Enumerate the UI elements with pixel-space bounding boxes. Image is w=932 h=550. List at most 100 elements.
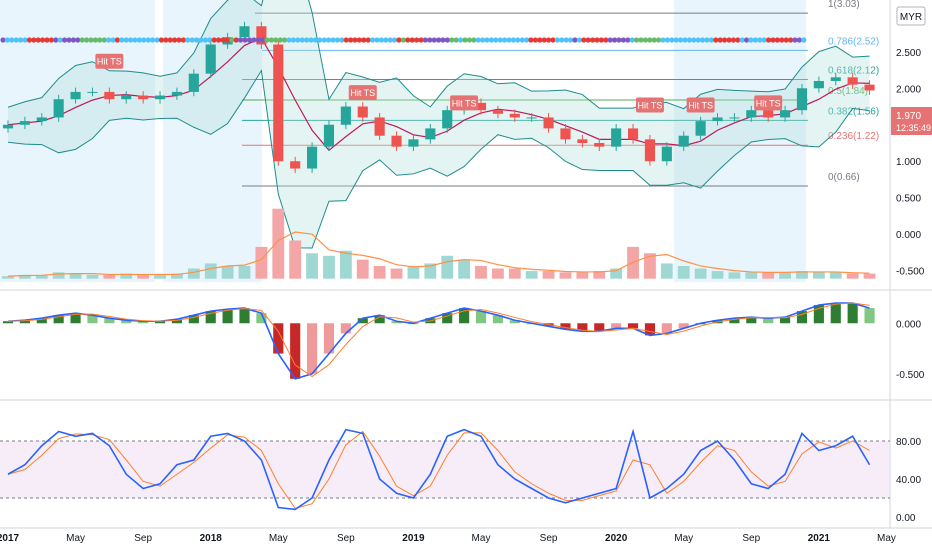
macd-histogram-bar <box>746 317 757 324</box>
indicator-dot <box>713 37 719 43</box>
countdown-label: 12:35:49 <box>896 123 931 133</box>
indicator-dot <box>779 37 785 43</box>
candle-body <box>780 110 791 118</box>
indicator-dot <box>343 37 349 43</box>
indicator-dot <box>348 37 354 43</box>
indicator-dot <box>75 37 81 43</box>
indicator-dot <box>462 37 468 43</box>
candle-body <box>796 88 808 111</box>
time-tick-label: 2018 <box>200 533 223 544</box>
indicator-dot <box>255 37 261 43</box>
indicator-dot <box>436 37 442 43</box>
indicator-dot <box>66 37 72 43</box>
indicator-dot <box>31 37 37 43</box>
indicator-dot <box>154 37 160 43</box>
macd-histogram-bar <box>492 315 503 324</box>
indicator-dot <box>40 37 46 43</box>
indicator-dot <box>145 37 151 43</box>
candle-body <box>205 44 216 74</box>
indicator-dot <box>466 37 472 43</box>
indicator-dot <box>374 37 380 43</box>
time-tick-label: May <box>674 533 693 544</box>
indicator-dot <box>634 37 640 43</box>
indicator-dot <box>136 37 142 43</box>
indicator-dot <box>475 37 481 43</box>
time-tick-label: 2020 <box>605 533 628 544</box>
volume-bar <box>475 265 487 279</box>
signal-marker[interactable] <box>348 85 377 101</box>
price-axis: 33.0002.5002.0001.5001.0000.5000.000-0.5… <box>896 0 925 524</box>
macd-histogram-bar <box>104 318 115 324</box>
fib-level-label: 0.786(2.52) <box>828 36 879 47</box>
fibonacci-levels: 1(3.03) 0.786(2.52) 0.618(2.12) 0.5(1.84) 0.… <box>242 0 879 187</box>
volume-bar <box>576 272 589 279</box>
time-tick-label: May <box>472 533 491 544</box>
candle-body <box>340 106 351 125</box>
indicator-dot <box>783 37 789 43</box>
indicator-dot <box>44 37 50 43</box>
indicator-dot <box>308 37 314 43</box>
currency-badge[interactable] <box>896 6 926 26</box>
signal-label: Hit TS <box>688 101 713 111</box>
macd-histogram-bar <box>357 318 368 324</box>
indicator-dot <box>414 37 420 43</box>
indicator-dot <box>312 37 318 43</box>
candle-body <box>171 91 182 96</box>
candle-body <box>526 117 537 119</box>
candlesticks[interactable] <box>2 21 875 173</box>
indicator-dot <box>264 37 270 43</box>
macd-histogram-bar <box>661 323 672 334</box>
volume-bar <box>863 273 876 279</box>
signal-marker[interactable] <box>686 97 715 113</box>
indicator-dot <box>92 37 98 43</box>
candle-body <box>475 102 487 111</box>
indicator-dot <box>449 37 455 43</box>
indicator-dot <box>801 37 807 43</box>
indicator-dot <box>642 37 649 43</box>
signal-markers[interactable]: Hit TS Hit TS Hit TS Hit TS Hit TS Hit TS <box>95 53 783 113</box>
indicator-dot <box>576 37 583 43</box>
price-tick-label: -0.500 <box>896 267 925 278</box>
indicator-dot <box>405 37 411 43</box>
stoch-tick-label: 80.00 <box>896 437 921 448</box>
band-upper-line <box>7 0 870 110</box>
indicator-dot <box>616 37 622 43</box>
indicator-dot <box>352 37 358 43</box>
indicator-dot <box>387 37 393 43</box>
candle-body <box>425 128 436 140</box>
candle-body <box>104 91 115 100</box>
indicator-dot <box>185 37 191 43</box>
indicator-dot <box>141 37 147 43</box>
indicator-dot <box>572 37 578 43</box>
indicator-dot <box>356 37 362 43</box>
volume-bar <box>238 265 251 279</box>
macd-histogram-bar <box>53 315 64 324</box>
macd-histogram-bar <box>188 315 199 324</box>
indicator-dot <box>167 37 173 43</box>
indicator-dot <box>233 37 239 43</box>
indicator-dot <box>585 37 591 43</box>
indicator-dot <box>590 37 596 43</box>
indicator-dot <box>321 37 327 43</box>
indicator-dot <box>194 37 200 43</box>
volume-bars <box>2 208 876 279</box>
signal-marker[interactable] <box>635 97 664 113</box>
signal-marker[interactable] <box>754 95 783 111</box>
candle-body <box>408 139 419 147</box>
signal-marker[interactable] <box>95 53 124 69</box>
indicator-dot <box>541 37 547 43</box>
band-lower-line <box>7 69 870 249</box>
candle-body <box>273 44 284 162</box>
candle-body <box>611 128 622 147</box>
indicator-dot <box>510 37 516 43</box>
macd-histogram-bar <box>813 305 824 324</box>
volume-bar <box>677 265 690 279</box>
candle-body <box>661 146 672 162</box>
indicator-dot <box>273 37 279 43</box>
indicator-dot <box>537 37 543 43</box>
indicator-dot <box>282 37 288 43</box>
indicator-dot <box>334 37 340 43</box>
time-shade-band <box>0 0 155 282</box>
signal-marker[interactable] <box>450 95 479 111</box>
